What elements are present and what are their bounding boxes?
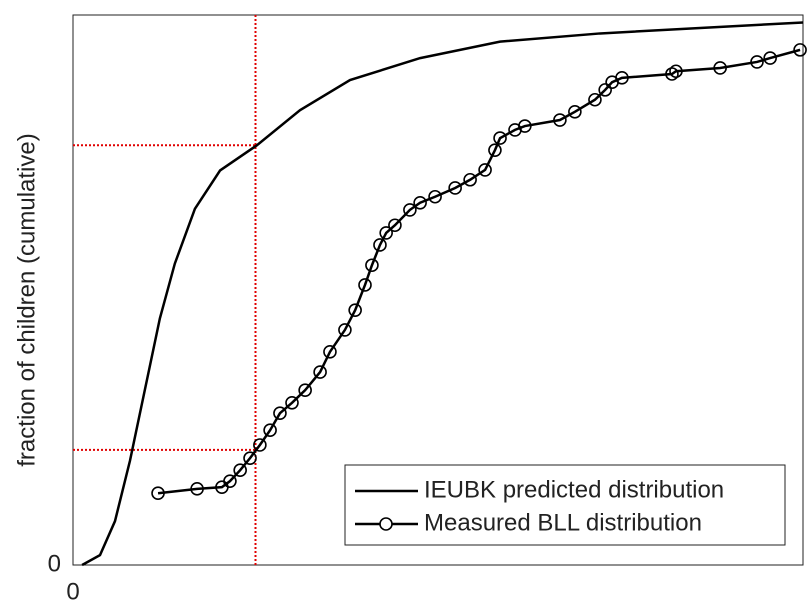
legend-label: IEUBK predicted distribution bbox=[424, 476, 724, 503]
series-line bbox=[158, 50, 800, 493]
legend-label: Measured BLL distribution bbox=[424, 509, 702, 536]
y-axis-label: fraction of children (cumulative) bbox=[13, 133, 40, 466]
chart: fraction of children (cumulative) 00 IEUB… bbox=[0, 0, 807, 603]
y-tick-label: 0 bbox=[48, 550, 61, 577]
legend-marker bbox=[380, 518, 392, 530]
x-tick-label: 0 bbox=[66, 578, 79, 603]
